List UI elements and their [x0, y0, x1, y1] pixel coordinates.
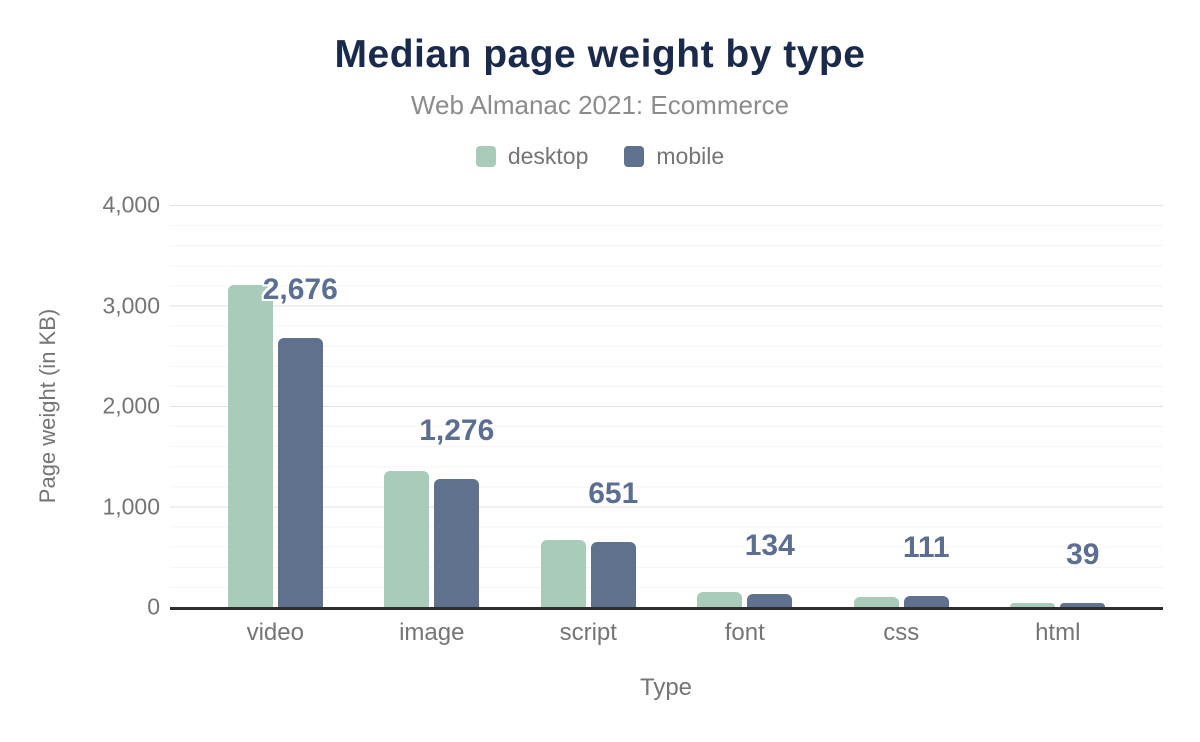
- legend-item-mobile: mobile: [624, 143, 724, 170]
- chart-subtitle: Web Almanac 2021: Ecommerce: [410, 90, 790, 120]
- y-tick-3,000: 3,000: [102, 292, 160, 318]
- y-tick-4,000: 4,000: [102, 191, 160, 218]
- x-tick-script: script: [559, 619, 617, 646]
- x-tick-css: css: [883, 619, 920, 646]
- y-tick-2,000: 2,000: [102, 392, 160, 419]
- bar-group-script: 651: [510, 205, 667, 607]
- bar-group-image: 1,276: [354, 205, 511, 607]
- bar-mobile-script: 651: [588, 477, 638, 607]
- bar-mobile-css: 111: [903, 531, 950, 607]
- bar-desktop-script: [540, 539, 586, 607]
- legend: desktop mobile: [0, 143, 1200, 170]
- legend-swatch-mobile: [624, 146, 645, 167]
- x-tick-html: html: [1035, 619, 1081, 646]
- y-axis-title: Page weight (in KB): [35, 308, 60, 504]
- bar-mobile-video: 2,676: [263, 273, 338, 607]
- bar-group-html: 39: [980, 205, 1137, 607]
- bar-desktop-css: [853, 596, 899, 607]
- value-label-video: 2,676: [262, 273, 338, 307]
- legend-label-mobile: mobile: [656, 143, 725, 169]
- bar-mobile-image: 1,276: [419, 414, 494, 607]
- value-label-font: 134: [744, 528, 795, 562]
- x-tick-font: font: [724, 619, 765, 646]
- bar-group-video: 2,676: [197, 205, 354, 607]
- bar-desktop-image: [384, 470, 430, 607]
- bar-mobile-font: 134: [745, 529, 795, 607]
- x-tick-image: image: [399, 619, 465, 646]
- legend-swatch-desktop: [475, 146, 496, 167]
- x-tick-video: video: [246, 619, 304, 646]
- x-axis-ticks: video image script font css html: [170, 619, 1163, 647]
- value-label-script: 651: [588, 476, 639, 510]
- value-label-html: 39: [1066, 538, 1100, 572]
- x-axis-title: Type: [639, 674, 693, 701]
- y-tick-1,000: 1,000: [102, 493, 160, 519]
- legend-item-desktop: desktop: [475, 143, 589, 170]
- legend-label-desktop: desktop: [507, 143, 589, 169]
- bar-group-font: 134: [667, 205, 824, 607]
- bar-mobile-html: 39: [1060, 538, 1106, 607]
- y-tick-0: 0: [147, 593, 160, 620]
- value-label-image: 1,276: [419, 413, 495, 447]
- bar-desktop-font: [697, 591, 743, 607]
- plot-area: 2,676 1,276 651 134 111 39: [170, 205, 1163, 610]
- bar-group-css: 111: [823, 205, 980, 607]
- bar-desktop-video: [227, 285, 273, 607]
- chart-title: Median page weight by type: [334, 33, 866, 76]
- value-label-css: 111: [902, 530, 950, 564]
- bar-desktop-html: [1010, 602, 1056, 607]
